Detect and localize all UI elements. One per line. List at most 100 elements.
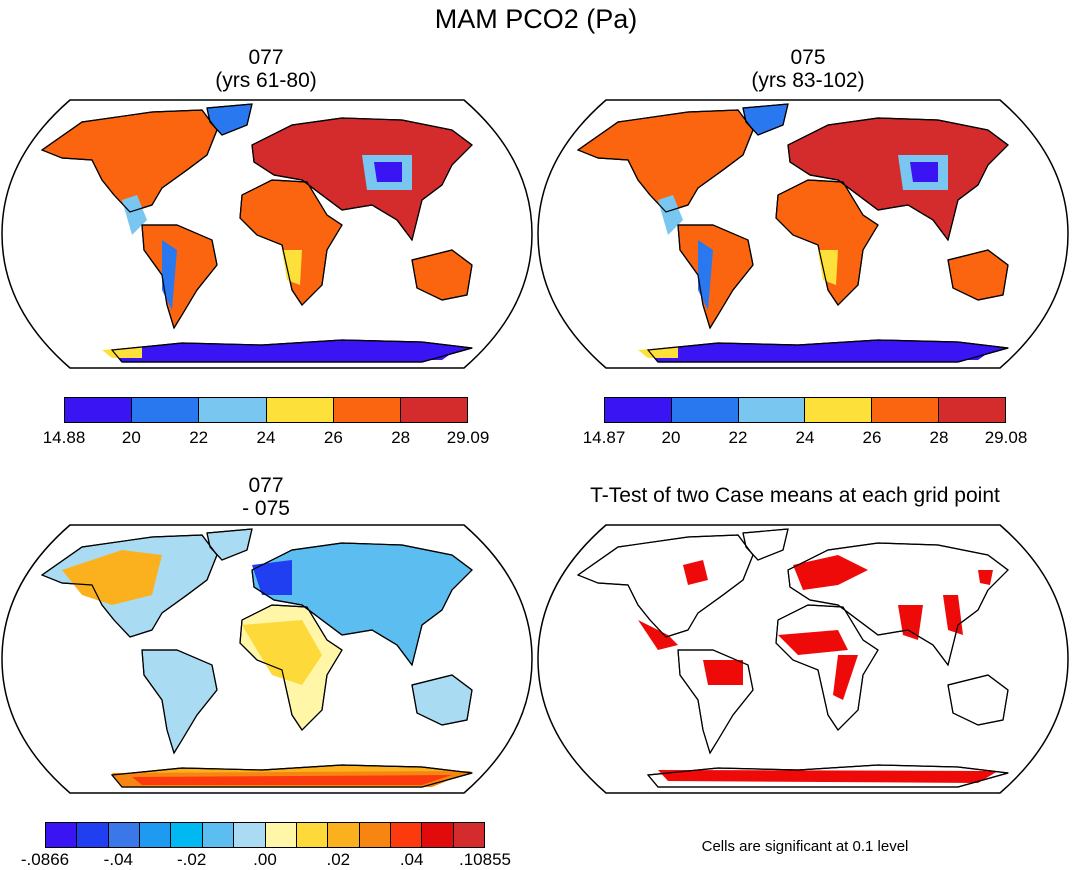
colorbar-swatch: [296, 823, 329, 847]
continent-northAmerica: [41, 109, 218, 213]
field-patch: [698, 240, 713, 310]
colorbar-swatch: [605, 398, 672, 422]
colorbar-swatch: [77, 823, 109, 847]
coastline: [141, 224, 218, 330]
field-patch: [132, 346, 462, 360]
field-patch: [282, 250, 302, 285]
colorbar-tick-label: 22: [189, 428, 209, 447]
coastline: [251, 542, 473, 667]
colorbar-tick-label: 26: [323, 428, 343, 447]
coastline: [411, 249, 473, 301]
colorbar-swatch: [872, 398, 940, 422]
colorbar-swatch: [108, 823, 141, 847]
coastline: [947, 674, 1009, 726]
panel3-title-diff: - 075: [242, 497, 290, 520]
colorbar-tick-label: 28: [929, 428, 949, 447]
continent-southAmerica: [141, 224, 218, 329]
colorbar-swatch: [140, 823, 172, 847]
colorbar-swatch: [265, 823, 297, 847]
panel4-title: T-Test of two Case means at each grid po…: [590, 484, 1000, 507]
colorbar-swatch: [65, 398, 133, 422]
colorbar-075: [604, 397, 1006, 423]
coastline: [239, 179, 343, 306]
colorbar-swatch: [359, 823, 391, 847]
coastline: [411, 674, 473, 726]
significance-note: Cells are significant at 0.1 level: [701, 838, 909, 855]
coastline: [40, 534, 218, 638]
field-patch: [898, 605, 923, 640]
field-patch: [668, 346, 998, 360]
colorbar-swatch: [132, 398, 200, 422]
colorbar-tick-label: .10855: [459, 850, 511, 869]
panel2-title-case: 075: [790, 46, 826, 69]
colorbar-tick-label: 14.88: [42, 428, 86, 447]
colorbar-tick-label: -.02: [177, 850, 207, 869]
colorbar-swatch: [390, 823, 423, 847]
field-patch: [62, 550, 162, 605]
coastline: [576, 109, 754, 213]
field-patch: [793, 555, 868, 590]
field-patch: [833, 655, 858, 700]
coastline: [742, 103, 789, 136]
map-frame: [1, 524, 533, 794]
coastline: [141, 649, 218, 755]
colorbar-swatch: [333, 398, 401, 422]
colorbar-swatch: [422, 823, 454, 847]
map-panel-difference: [1, 524, 533, 794]
colorbar-swatch: [805, 398, 873, 422]
coastline: [576, 534, 754, 638]
colorbar-swatch: [266, 398, 334, 422]
coastline: [775, 604, 879, 731]
colorbar-tick-label: 20: [661, 428, 681, 447]
colorbar-swatch: [199, 398, 267, 422]
field-patch: [132, 775, 452, 785]
colorbar-swatch: [46, 823, 78, 847]
colorbar-swatch: [328, 823, 360, 847]
field-patch: [162, 240, 177, 310]
panel2-title: 075 (yrs 83-102): [708, 46, 908, 92]
map-frame: [537, 524, 1069, 794]
colorbar-077: [64, 397, 468, 423]
field-patch: [658, 770, 998, 783]
map-frame: [537, 99, 1069, 369]
colorbar-tick-label: 26: [862, 428, 882, 447]
continent-southAmerica: [141, 649, 218, 754]
colorbar-swatch: [234, 823, 266, 847]
colorbar-swatch: [171, 823, 203, 847]
colorbar-tick-label: 22: [728, 428, 748, 447]
coastline: [40, 109, 218, 213]
colorbar-swatch: [453, 823, 485, 847]
colorbar-swatch: [939, 398, 1005, 422]
field-patch: [638, 620, 678, 650]
colorbar-tick-label: 28: [391, 428, 411, 447]
map-panel-ttest: [537, 524, 1069, 794]
colorbar-tick-label: -.0866: [20, 850, 70, 869]
panel3-title-case: 077: [248, 474, 284, 497]
coastline: [206, 103, 253, 136]
map-frame: [1, 99, 533, 369]
map-panel-075: [537, 99, 1069, 369]
colorbar-tick-label: .02: [326, 850, 351, 869]
panel1-title-years: (yrs 61-80): [215, 69, 317, 92]
colorbar-difference: [45, 822, 485, 848]
coastline: [646, 764, 1009, 788]
figure-title: MAM PCO2 (Pa): [434, 4, 638, 34]
colorbar-tick-label: 20: [121, 428, 141, 447]
coastline: [206, 528, 253, 561]
coastline: [239, 604, 343, 731]
continent-northAmerica: [577, 109, 754, 213]
coastline: [646, 339, 1009, 363]
panel3-title: 077 - 075: [166, 474, 366, 520]
field-patch: [242, 620, 322, 685]
colorbar-tick-label: -.04: [103, 850, 133, 869]
colorbar-swatch: [202, 823, 235, 847]
colorbar-tick-label: 29.09: [446, 428, 490, 447]
continent-northAmerica: [577, 534, 754, 638]
colorbar-tick-label: 24: [256, 428, 276, 447]
coastline: [251, 117, 473, 242]
panel2-title-years: (yrs 83-102): [751, 69, 865, 92]
colorbar-swatch: [738, 398, 806, 422]
coastline: [787, 117, 1009, 242]
field-patch: [978, 570, 993, 585]
coastline: [775, 179, 879, 306]
